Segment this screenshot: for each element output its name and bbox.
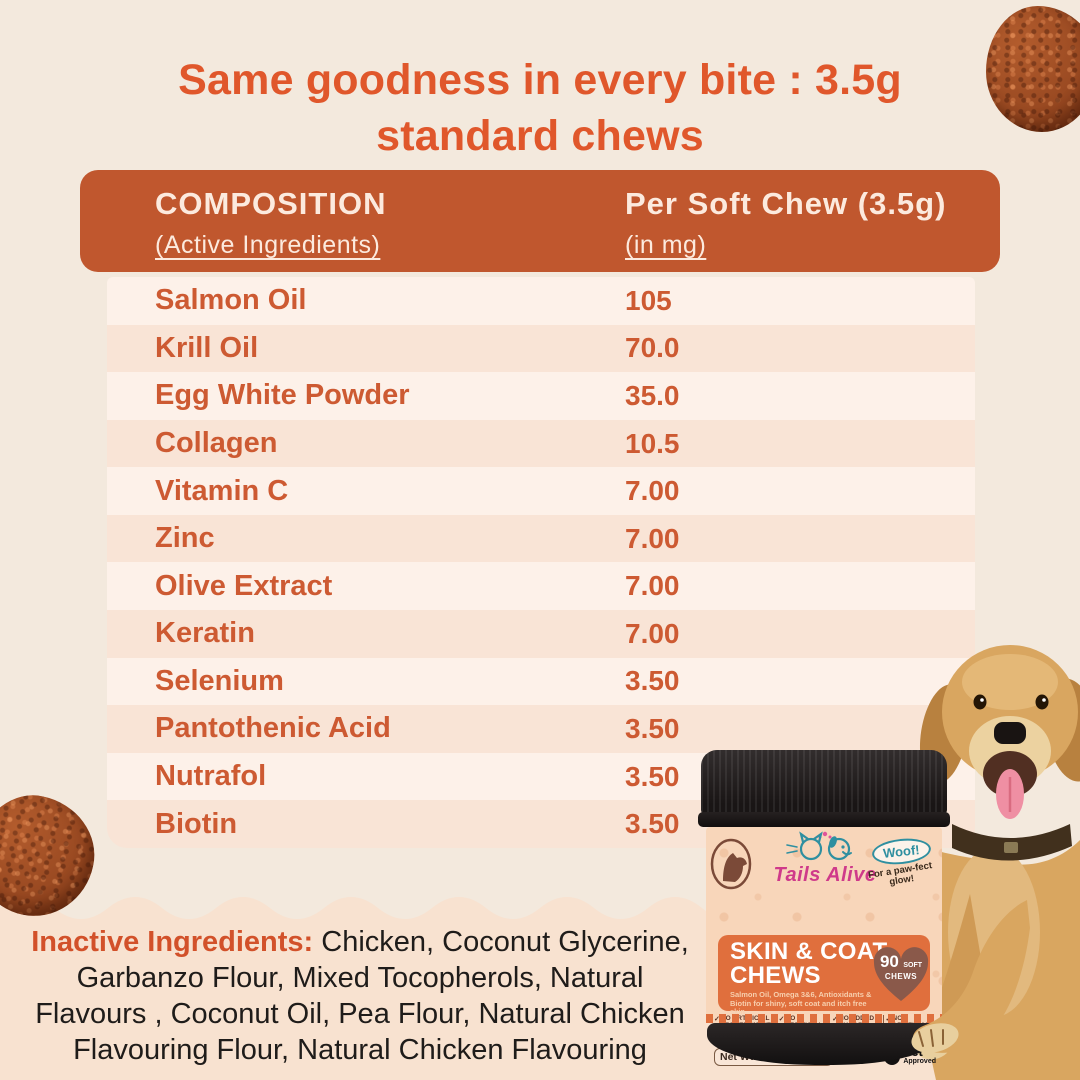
- ingredient-name: Vitamin C: [155, 474, 289, 507]
- jar-base: [707, 1023, 941, 1065]
- woof-subtext: For a paw-fect glow!: [867, 860, 933, 888]
- header-col-amount: Per Soft Chew (3.5g) (in mg): [625, 186, 946, 260]
- ingredient-value: 10.5: [625, 427, 680, 459]
- inactive-label: Inactive Ingredients:: [31, 926, 314, 958]
- jar-lid: [701, 750, 947, 814]
- ingredient-value: 3.50: [625, 712, 680, 744]
- dog-badge-icon: [709, 837, 753, 896]
- ingredient-value: 35.0: [625, 379, 680, 411]
- table-row: Egg White Powder 35.0: [107, 372, 975, 420]
- ingredient-name: Collagen: [155, 427, 278, 460]
- table-row: Vitamin C 7.00: [107, 467, 975, 515]
- jar-lid-lip: [698, 812, 950, 827]
- ingredient-name: Salmon Oil: [155, 284, 307, 317]
- inactive-ingredients: Inactive Ingredients: Chicken, Coconut G…: [18, 924, 702, 1068]
- table-row: Salmon Oil 105: [107, 277, 975, 325]
- brand-name: Tails Alive: [773, 864, 877, 886]
- ingredient-name: Keratin: [155, 617, 255, 650]
- ingredient-name: Pantothenic Acid: [155, 712, 391, 745]
- product-jar: Tails Alive Woof! For a paw-fect glow! S…: [698, 750, 950, 1080]
- ingredient-value: 105: [625, 284, 672, 316]
- chew-count-sub2: CHEWS: [884, 972, 918, 981]
- ingredient-name: Egg White Powder: [155, 379, 410, 412]
- ingredient-value: 7.00: [625, 617, 680, 649]
- table-row: Zinc 7.00: [107, 514, 975, 563]
- chew-count: 90: [879, 952, 899, 971]
- heart-icon: [873, 947, 929, 1001]
- table-row: Keratin 7.00: [107, 610, 975, 658]
- ingredient-value: 3.50: [625, 665, 680, 697]
- ingredient-value: 3.50: [625, 760, 680, 792]
- inactive-text: Chicken, Coconut Glycerine, Garbanzo Flo…: [35, 926, 689, 1066]
- jar-label: Tails Alive Woof! For a paw-fect glow! S…: [706, 827, 942, 1066]
- ingredient-value: 7.00: [625, 522, 680, 554]
- ingredient-name: Krill Oil: [155, 331, 259, 364]
- header-col-composition: COMPOSITION (Active Ingredients): [155, 186, 386, 260]
- product-name-box: SKIN & COAT CHEWS Salmon Oil, Omega 3&6,…: [718, 935, 930, 1016]
- label-stripe: [706, 1014, 942, 1023]
- amount-heading: Per Soft Chew (3.5g): [625, 186, 947, 221]
- product-name-line2: CHEWS: [730, 962, 821, 989]
- treat-image-top-right: [986, 6, 1080, 132]
- ingredient-value: 7.00: [625, 570, 680, 602]
- page-title: Same goodness in every bite : 3.5g stand…: [178, 56, 902, 160]
- chew-count-sub1: SOFT: [903, 962, 923, 969]
- ingredient-value: 7.00: [625, 475, 680, 507]
- ingredient-name: Zinc: [155, 522, 215, 555]
- ingredient-name: Biotin: [155, 807, 238, 840]
- table-row: Olive Extract 7.00: [107, 562, 975, 611]
- table-row: Collagen 10.5: [107, 419, 975, 468]
- composition-heading: COMPOSITION: [155, 186, 387, 221]
- woof-bubble: Woof! For a paw-fect glow!: [862, 836, 940, 888]
- ingredient-value: 3.50: [625, 808, 680, 840]
- dog-front-leg: [911, 900, 1030, 1053]
- benefit-text: Salmon Oil, Omega 3&6, Antioxidants & Bi…: [730, 990, 872, 1016]
- dog-photo: [916, 645, 1080, 1080]
- table-header: COMPOSITION (Active Ingredients) Per Sof…: [80, 170, 1000, 272]
- ingredient-name: Nutrafol: [155, 760, 267, 793]
- ingredient-name: Olive Extract: [155, 569, 333, 602]
- cat-dog-doodle-icon: [786, 831, 852, 861]
- amount-subheading: (in mg): [625, 231, 707, 259]
- table-row: Selenium 3.50: [107, 657, 975, 706]
- table-row: Pantothenic Acid 3.50: [107, 705, 975, 753]
- brand-logo: Tails Alive: [764, 830, 886, 887]
- composition-subheading: (Active Ingredients): [155, 231, 381, 259]
- table-row: Krill Oil 70.0: [107, 324, 975, 373]
- ingredient-value: 70.0: [625, 332, 680, 364]
- product-name-line1: SKIN & COAT: [730, 938, 888, 965]
- ingredient-name: Selenium: [155, 664, 284, 697]
- chew-count-heart: 90 SOFT CHEWS: [872, 947, 930, 1003]
